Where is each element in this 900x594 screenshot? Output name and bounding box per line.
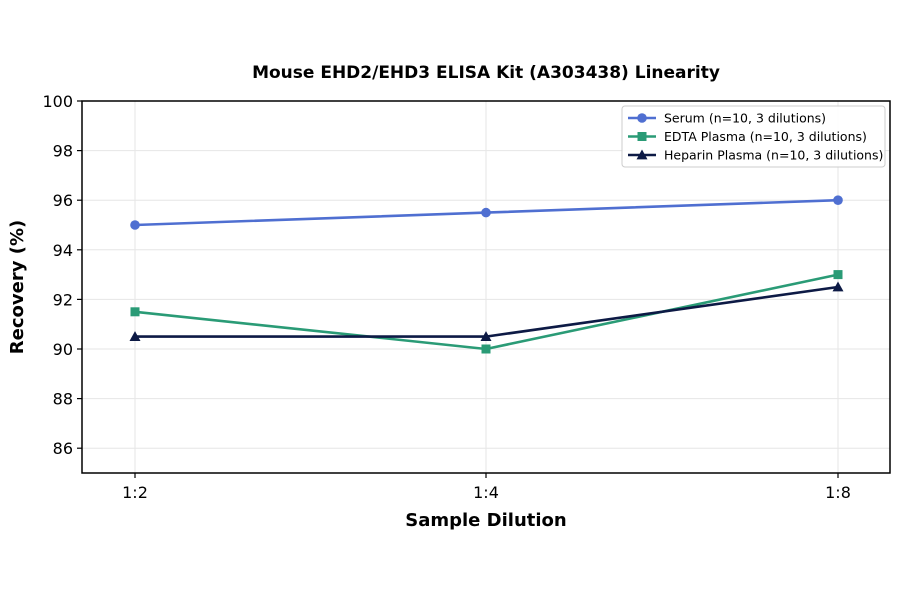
- data-point: [832, 281, 844, 292]
- y-tick-label: 100: [42, 92, 73, 111]
- data-point: [481, 344, 491, 354]
- x-tick-label: 1:8: [825, 483, 851, 502]
- legend-box: [621, 105, 886, 168]
- x-tick-label: 1:2: [122, 483, 148, 502]
- legend-marker: [637, 113, 647, 123]
- y-tick-label: 98: [53, 142, 73, 161]
- series-layer: [129, 195, 844, 354]
- y-tick-label: 88: [53, 390, 73, 409]
- data-point: [833, 270, 843, 280]
- data-point: [130, 220, 140, 230]
- y-tick-label: 94: [53, 241, 73, 260]
- legend-label: Serum (n=10, 3 dilutions): [664, 111, 826, 126]
- tick-layer: 86 88 90 92 94 96 98 100 1:2 1:4 1:8: [42, 92, 850, 502]
- data-point: [129, 331, 141, 341]
- y-tick-label: 90: [53, 340, 73, 359]
- x-tick-label: 1:4: [473, 483, 499, 502]
- y-tick-label: 96: [53, 191, 73, 210]
- series-triangle: [129, 281, 844, 341]
- series-square: [130, 270, 843, 354]
- data-point: [833, 195, 843, 205]
- legend-marker: [636, 149, 648, 160]
- data-point: [480, 331, 492, 341]
- series-circle: [130, 195, 843, 230]
- data-point: [481, 207, 491, 218]
- legend-label: EDTA Plasma (n=10, 3 dilutions): [664, 129, 867, 144]
- x-axis-label: Sample Dilution: [405, 510, 566, 531]
- data-point: [130, 307, 140, 317]
- chart-title: Mouse EHD2/EHD3 ELISA Kit (A303438) Line…: [252, 63, 720, 83]
- legend: Serum (n=10, 3 dilutions) EDTA Plasma (n=…: [621, 105, 886, 168]
- y-tick-label: 86: [53, 439, 73, 458]
- legend-marker: [637, 132, 647, 141]
- y-axis-label: Recovery (%): [7, 220, 28, 354]
- legend-label: Heparin Plasma (n=10, 3 dilutions): [664, 148, 883, 163]
- y-tick-label: 92: [53, 290, 73, 309]
